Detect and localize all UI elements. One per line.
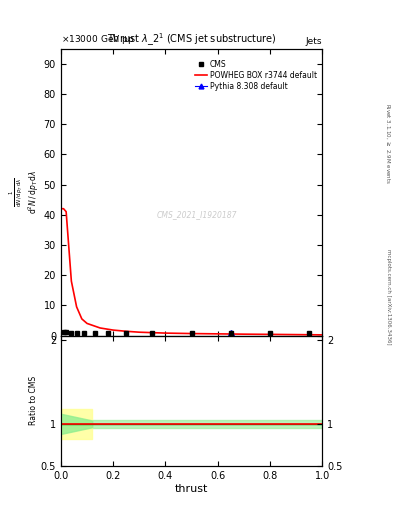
Text: $\times$13000 GeV pp: $\times$13000 GeV pp [61,33,134,46]
Text: CMS_2021_I1920187: CMS_2021_I1920187 [156,210,237,220]
Legend: CMS, POWHEG BOX r3744 default, Pythia 8.308 default: CMS, POWHEG BOX r3744 default, Pythia 8.… [194,58,318,92]
Y-axis label: $\frac{1}{\mathrm{d}N\,/\,\mathrm{d}p_T\,\mathrm{d}\lambda}$
$\mathrm{d}^2N\,/\,: $\frac{1}{\mathrm{d}N\,/\,\mathrm{d}p_T\… [7,170,41,214]
Text: Rivet 3.1.10, $\geq$ 2.9M events: Rivet 3.1.10, $\geq$ 2.9M events [384,103,391,184]
Text: mcplots.cern.ch [arXiv:1306.3436]: mcplots.cern.ch [arXiv:1306.3436] [386,249,391,345]
Text: Jets: Jets [306,37,322,46]
X-axis label: thrust: thrust [175,483,208,494]
Title: Thrust $\lambda\_2^1$ (CMS jet substructure): Thrust $\lambda\_2^1$ (CMS jet substruct… [107,31,277,48]
Y-axis label: Ratio to CMS: Ratio to CMS [29,376,38,425]
